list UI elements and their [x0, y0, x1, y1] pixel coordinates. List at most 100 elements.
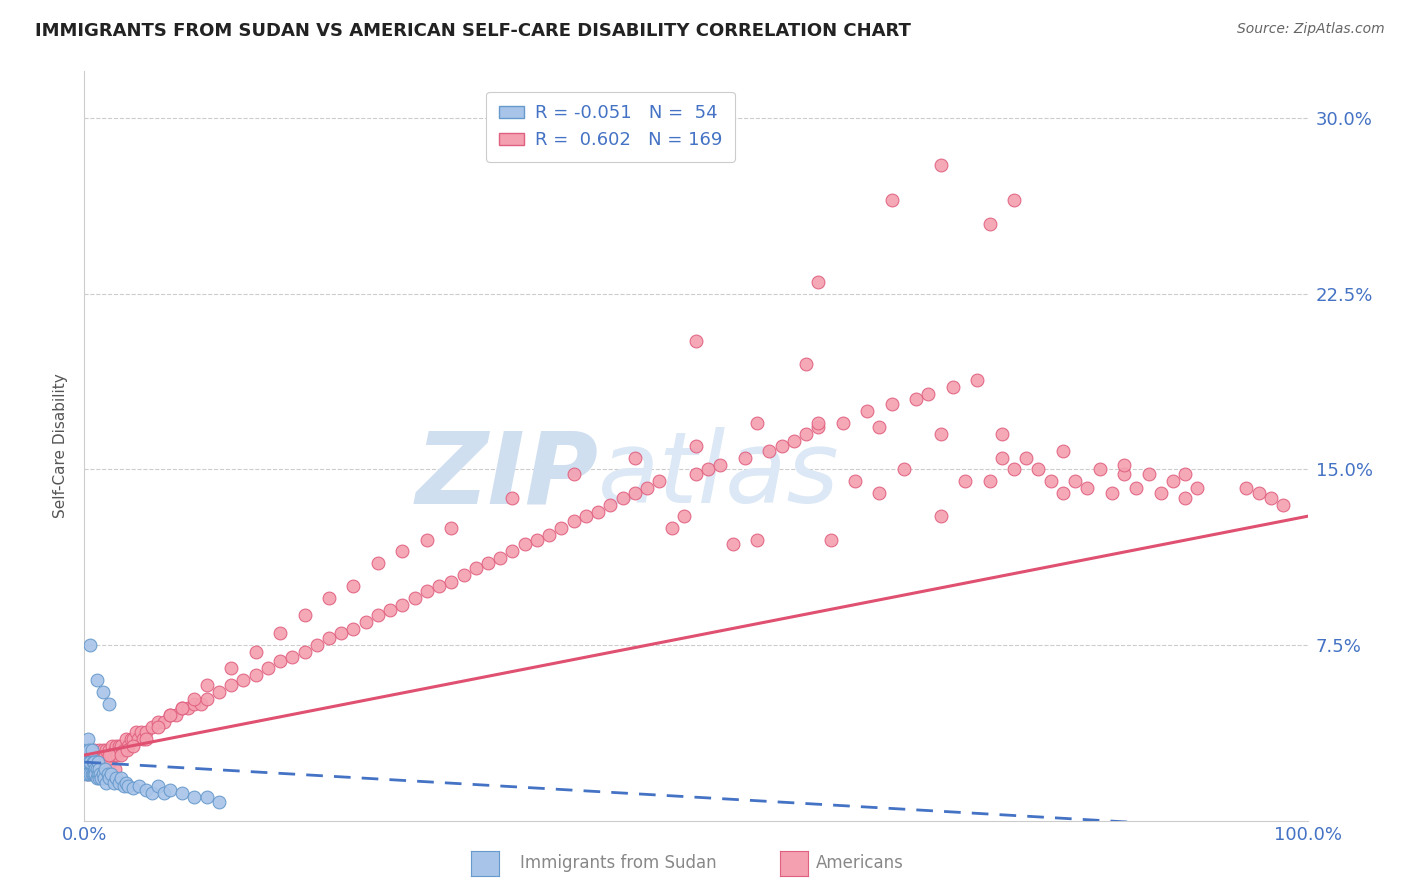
Point	[245, 668, 267, 682]
Point	[132, 731, 155, 746]
Point	[97, 767, 120, 781]
Point	[477, 556, 499, 570]
Point	[97, 743, 120, 757]
Point	[75, 767, 97, 781]
Point	[1088, 462, 1111, 476]
Point	[86, 762, 108, 776]
Point	[104, 762, 127, 776]
Point	[93, 772, 115, 786]
Point	[146, 779, 169, 793]
Point	[807, 275, 830, 289]
Point	[183, 697, 205, 711]
Point	[97, 747, 120, 762]
Point	[869, 485, 891, 500]
Point	[93, 755, 115, 769]
Point	[86, 772, 108, 786]
Point	[1174, 467, 1197, 482]
Point	[84, 767, 107, 781]
Point	[127, 731, 149, 746]
Point	[489, 551, 512, 566]
Point	[112, 743, 135, 757]
Point	[747, 533, 769, 547]
Point	[1247, 485, 1270, 500]
Point	[98, 755, 121, 769]
Point	[562, 467, 585, 482]
Point	[342, 622, 364, 636]
Point	[513, 537, 536, 551]
Point	[917, 387, 939, 401]
Point	[146, 720, 169, 734]
Y-axis label: Self-Care Disability: Self-Care Disability	[53, 374, 69, 518]
Point	[77, 767, 100, 781]
Point	[135, 783, 157, 797]
Point	[110, 739, 132, 753]
Point	[427, 580, 450, 594]
Point	[1161, 474, 1184, 488]
Legend: R = -0.051   N =  54, R =  0.602   N = 169: R = -0.051 N = 54, R = 0.602 N = 169	[486, 92, 735, 162]
Point	[122, 780, 145, 795]
Point	[1114, 458, 1136, 472]
Point	[502, 491, 524, 505]
Text: ZIP: ZIP	[415, 427, 598, 524]
Point	[84, 762, 107, 776]
Point	[354, 615, 377, 629]
Point	[624, 485, 647, 500]
Text: Source: ZipAtlas.com: Source: ZipAtlas.com	[1237, 22, 1385, 37]
Point	[120, 731, 142, 746]
Point	[107, 776, 129, 790]
Point	[135, 724, 157, 739]
Point	[624, 450, 647, 465]
Point	[195, 790, 218, 805]
Point	[966, 374, 988, 388]
Point	[129, 724, 152, 739]
Point	[146, 715, 169, 730]
Point	[991, 450, 1014, 465]
Point	[112, 779, 135, 793]
Point	[91, 743, 114, 757]
Point	[281, 649, 304, 664]
Point	[648, 474, 671, 488]
Point	[100, 767, 122, 781]
Point	[391, 599, 413, 613]
Point	[100, 747, 122, 762]
Point	[94, 762, 117, 776]
Point	[1236, 481, 1258, 495]
Point	[195, 678, 218, 692]
Point	[599, 498, 621, 512]
Point	[76, 755, 98, 769]
Point	[86, 673, 108, 688]
Point	[404, 591, 426, 606]
Point	[103, 776, 125, 790]
Point	[86, 755, 108, 769]
Point	[929, 509, 952, 524]
Point	[82, 755, 104, 769]
Point	[172, 786, 194, 800]
Point	[122, 731, 145, 746]
Point	[82, 767, 104, 781]
Point	[79, 762, 101, 776]
Text: IMMIGRANTS FROM SUDAN VS AMERICAN SELF-CARE DISABILITY CORRELATION CHART: IMMIGRANTS FROM SUDAN VS AMERICAN SELF-C…	[35, 22, 911, 40]
Point	[1272, 498, 1295, 512]
Point	[80, 767, 103, 781]
Point	[672, 509, 695, 524]
Point	[305, 638, 328, 652]
Point	[440, 521, 463, 535]
Point	[330, 626, 353, 640]
Point	[550, 521, 572, 535]
Point	[159, 708, 181, 723]
Point	[440, 574, 463, 589]
Point	[91, 685, 114, 699]
Point	[83, 743, 105, 757]
Point	[1064, 474, 1087, 488]
Point	[257, 661, 280, 675]
Point	[172, 701, 194, 715]
Text: atlas: atlas	[598, 427, 839, 524]
Point	[794, 427, 817, 442]
Point	[96, 743, 118, 757]
Point	[115, 776, 138, 790]
Point	[1015, 450, 1038, 465]
Point	[79, 755, 101, 769]
Point	[83, 755, 105, 769]
Point	[416, 584, 439, 599]
Point	[367, 556, 389, 570]
